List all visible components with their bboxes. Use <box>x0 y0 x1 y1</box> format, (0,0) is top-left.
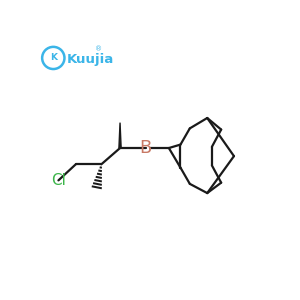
Text: Kuujia: Kuujia <box>67 52 114 66</box>
Text: Cl: Cl <box>51 173 66 188</box>
Polygon shape <box>119 123 121 148</box>
Text: ®: ® <box>95 46 102 52</box>
Text: B: B <box>140 139 152 157</box>
Text: K: K <box>50 53 57 62</box>
